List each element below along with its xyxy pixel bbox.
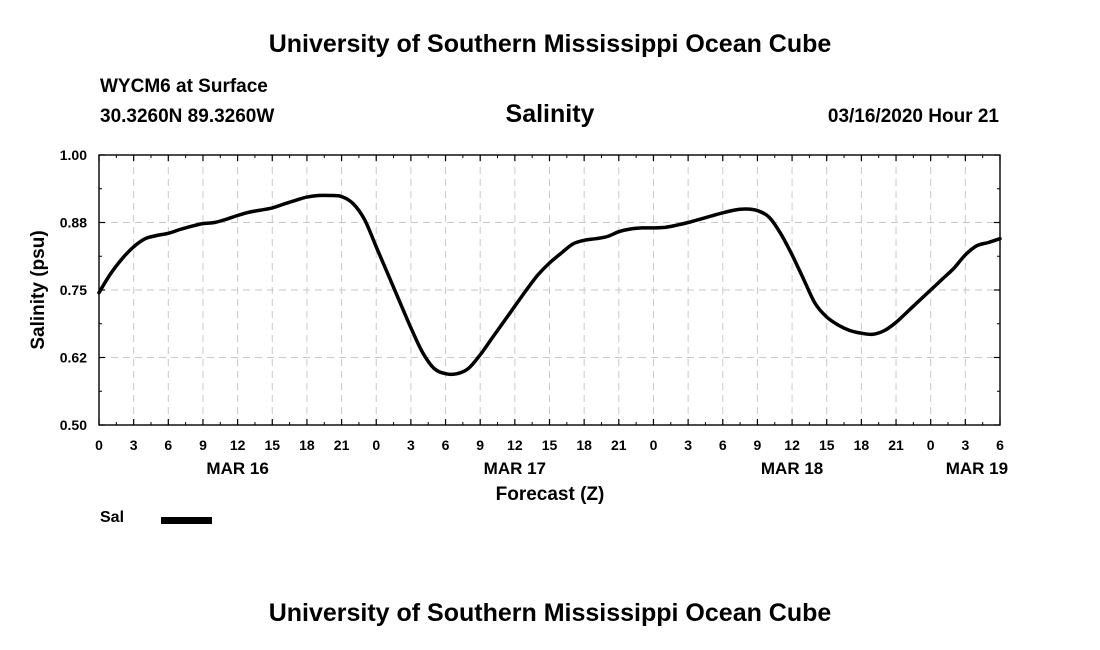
x-tick-label: 18 — [854, 437, 870, 453]
x-tick-label: 3 — [130, 437, 138, 453]
x-tick-label: 15 — [264, 437, 280, 453]
x-tick-label: 3 — [407, 437, 415, 453]
x-tick-label: 6 — [996, 437, 1004, 453]
x-date-label: MAR 16 — [206, 459, 268, 478]
bottom-title: University of Southern Mississippi Ocean… — [268, 599, 832, 627]
x-tick-label: 21 — [334, 437, 350, 453]
x-tick-label: 21 — [888, 437, 904, 453]
chart-title: Salinity — [505, 100, 595, 128]
x-tick-label: 21 — [611, 437, 627, 453]
y-tick-label: 0.50 — [60, 417, 87, 433]
y-axis-title: Salinity (psu) — [28, 230, 49, 349]
x-tick-label: 0 — [650, 437, 658, 453]
y-tick-label: 0.88 — [60, 215, 87, 231]
x-tick-label: 18 — [576, 437, 592, 453]
station-name: WYCM6 at Surface — [100, 76, 268, 97]
grid-lines — [99, 155, 1000, 425]
legend-line-swatch — [161, 517, 212, 524]
x-tick-label: 12 — [784, 437, 800, 453]
x-tick-label: 0 — [372, 437, 380, 453]
x-tick-label: 9 — [476, 437, 484, 453]
series-line-sal — [97, 193, 1002, 377]
x-date-label: MAR 17 — [484, 459, 546, 478]
x-tick-label: 6 — [719, 437, 727, 453]
x-tick-label: 6 — [442, 437, 450, 453]
x-tick-label: 0 — [927, 437, 935, 453]
x-tick-label: 3 — [684, 437, 692, 453]
x-tick-label: 6 — [164, 437, 172, 453]
plot-frame — [98, 154, 1001, 426]
x-tick-label: 15 — [819, 437, 835, 453]
x-tick-label: 18 — [299, 437, 315, 453]
x-tick-label: 9 — [754, 437, 762, 453]
x-tick-label: 12 — [230, 437, 246, 453]
x-tick-label: 3 — [961, 437, 969, 453]
station-coordinates: 30.3260N 89.3260W — [100, 106, 275, 127]
x-tick-label: 9 — [199, 437, 207, 453]
x-date-label: MAR 19 — [946, 459, 1008, 478]
y-tick-label: 1.00 — [60, 147, 87, 163]
y-tick-label: 0.75 — [60, 282, 87, 298]
x-tick-label: 15 — [542, 437, 558, 453]
series-layer — [97, 193, 1002, 377]
x-axis-title: Forecast (Z) — [496, 484, 605, 505]
legend-label: Sal — [100, 509, 125, 526]
forecast-datetime: 03/16/2020 Hour 21 — [827, 106, 999, 127]
top-title: University of Southern Mississippi Ocean… — [268, 30, 832, 58]
y-tick-label: 0.62 — [60, 350, 87, 366]
axis-labels: 0 3 6 9 12 15 18 21 0 3 6 9 12 15 18 21 0 3 6 9 12 15 18 21 0 3 6 0… — [60, 147, 1008, 478]
x-tick-label: 12 — [507, 437, 523, 453]
x-date-label: MAR 18 — [761, 459, 823, 478]
x-tick-label: 0 — [95, 437, 103, 453]
